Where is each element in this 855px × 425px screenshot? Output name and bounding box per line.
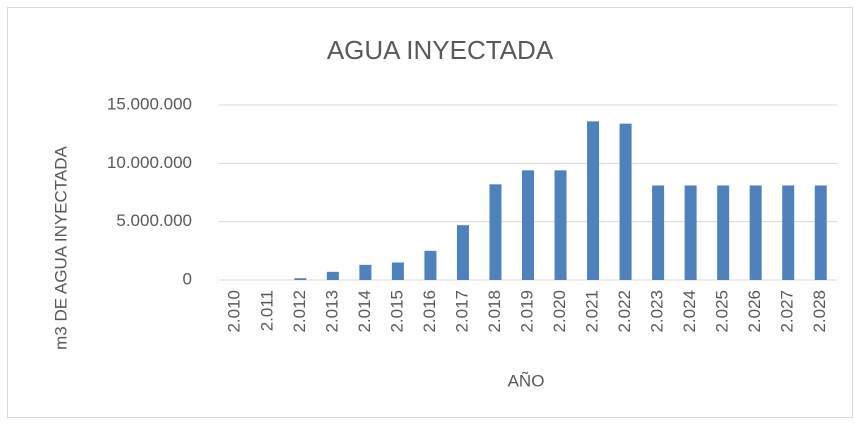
x-tick-label: 2.014 [355,290,374,333]
y-tick-label: 5.000.000 [116,211,192,230]
x-tick-label: 2.027 [778,290,797,333]
y-tick-label: 15.000.000 [107,94,192,113]
bar [619,123,632,281]
bar [424,250,437,280]
bar [587,121,600,280]
bar [749,185,762,280]
bar [554,170,567,280]
y-axis-label: m3 DE AGUA INYECTADA [51,145,70,349]
chart-border [7,7,853,418]
bar [391,262,404,280]
x-tick-label: 2.018 [485,290,504,333]
chart-title: AGUA INYECTADA [327,35,554,65]
bar [814,185,827,280]
bar [489,184,502,280]
x-tick-label: 2.015 [387,290,406,333]
bar [359,264,372,280]
x-tick-label: 2.011 [257,290,276,331]
x-tick-label: 2.010 [225,290,244,333]
bar [717,185,730,280]
x-tick-label: 2.013 [322,290,341,333]
x-tick-label: 2.028 [810,290,829,333]
x-tick-label: 2.016 [420,290,439,333]
x-tick-label: 2.021 [583,290,602,333]
x-tick-label: 2.022 [615,290,634,333]
x-tick-label: 2.024 [680,290,699,333]
x-tick-label: 2.012 [290,290,309,333]
x-tick-label: 2.017 [452,290,471,333]
bar [456,225,469,280]
bar [652,185,665,280]
x-tick-label: 2.025 [713,290,732,333]
x-tick-label: 2.019 [517,290,536,333]
bar [294,278,307,280]
bar [684,185,697,280]
x-tick-label: 2.023 [648,290,667,333]
y-tick-label: 0 [183,269,192,288]
x-tick-label: 2.020 [550,290,569,333]
bar [522,170,534,280]
x-axis-label: AÑO [508,371,545,390]
bar [782,185,795,280]
x-tick-label: 2.026 [745,290,764,333]
y-tick-label: 10.000.000 [107,153,192,172]
bar [326,271,339,280]
